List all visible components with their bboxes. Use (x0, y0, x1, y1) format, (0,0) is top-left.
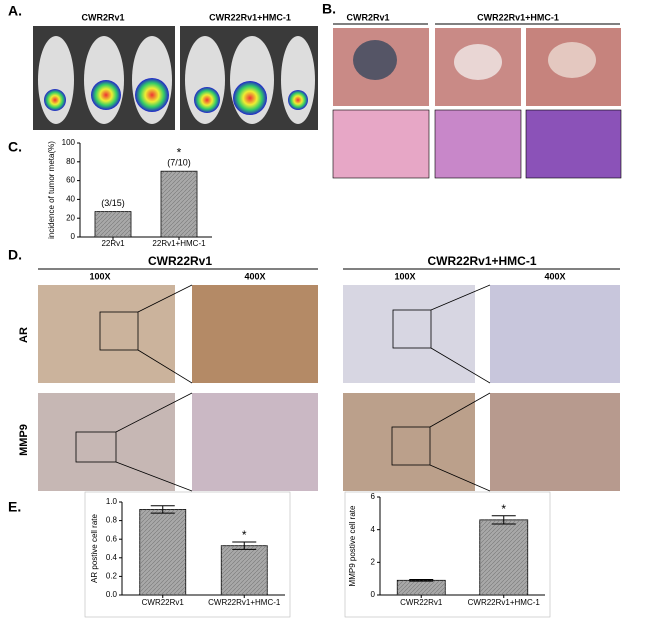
y-tick-label: 1.0 (106, 497, 118, 506)
y-tick-label: 60 (66, 176, 75, 185)
y-axis-label: incidence of tumor meta(%) (47, 141, 56, 239)
y-tick-label: 20 (66, 213, 75, 222)
bar-hatch (221, 545, 268, 595)
x-tick-label: CWR22Rv1+HMC-1 (468, 598, 541, 607)
y-tick-label: 0.2 (106, 572, 118, 581)
panel-letter: E. (8, 499, 21, 515)
group-label: CWR22Rv1+HMC-1 (477, 12, 559, 22)
y-tick-label: 0.6 (106, 534, 118, 543)
x-tick-label: CWR22Rv1 (142, 598, 185, 607)
error-bar (150, 505, 175, 514)
y-tick-label: 40 (66, 195, 75, 204)
ihc-images (38, 284, 620, 492)
row-label: MMP9 (18, 424, 30, 456)
group-label: CWR22Rv1+HMC-1 (209, 12, 291, 22)
group-label: CWR2Rv1 (81, 12, 124, 22)
significance: * (242, 528, 247, 542)
magnification: 400X (544, 271, 565, 281)
y-tick-label: 0 (371, 590, 376, 599)
y-tick-label: 0.4 (106, 553, 118, 562)
panel-letter: C. (8, 139, 22, 155)
panel-letter: D. (8, 247, 22, 263)
y-tick-label: 100 (62, 138, 76, 147)
error-bar (232, 541, 257, 550)
y-tick-label: 2 (371, 557, 376, 566)
y-tick-label: 6 (371, 492, 376, 501)
group-label: CWR22Rv1 (148, 254, 212, 268)
row-label: AR (18, 327, 30, 343)
y-tick-label: 0.0 (106, 590, 118, 599)
y-tick-label: 4 (371, 525, 376, 534)
y-axis-label: MMP9 postive cell rate (348, 505, 357, 586)
error-bar (491, 515, 516, 525)
y-tick-label: 0 (71, 232, 76, 241)
bar-annotation: (3/15) (101, 198, 125, 208)
bar-annotation: (7/10) (167, 158, 191, 168)
magnification: 100X (89, 271, 110, 281)
x-tick-label: CWR22Rv1+HMC-1 (208, 598, 281, 607)
bar-hatch (95, 211, 131, 237)
mouse-images (33, 26, 318, 130)
x-tick-label: 22Rv1+HMC-1 (152, 239, 206, 248)
group-label: CWR2Rv1 (346, 12, 389, 22)
bar-hatch (397, 580, 446, 595)
x-tick-label: 22Rv1 (101, 239, 125, 248)
y-tick-label: 0.8 (106, 516, 118, 525)
panel-letter: B. (322, 1, 336, 17)
magnification: 100X (394, 271, 415, 281)
y-axis-label: AR postive cell rate (90, 513, 99, 582)
necropsy-images (332, 28, 622, 179)
error-bar (409, 578, 434, 582)
significance: * (501, 502, 506, 516)
magnification: 400X (244, 271, 265, 281)
bar-hatch (139, 509, 186, 595)
bar-hatch (479, 519, 528, 595)
bar-hatch (161, 171, 197, 237)
significance: * (177, 145, 182, 159)
x-tick-label: CWR22Rv1 (400, 598, 443, 607)
y-tick-label: 80 (66, 157, 75, 166)
panel-letter: A. (8, 3, 22, 19)
group-label: CWR22Rv1+HMC-1 (427, 254, 536, 268)
